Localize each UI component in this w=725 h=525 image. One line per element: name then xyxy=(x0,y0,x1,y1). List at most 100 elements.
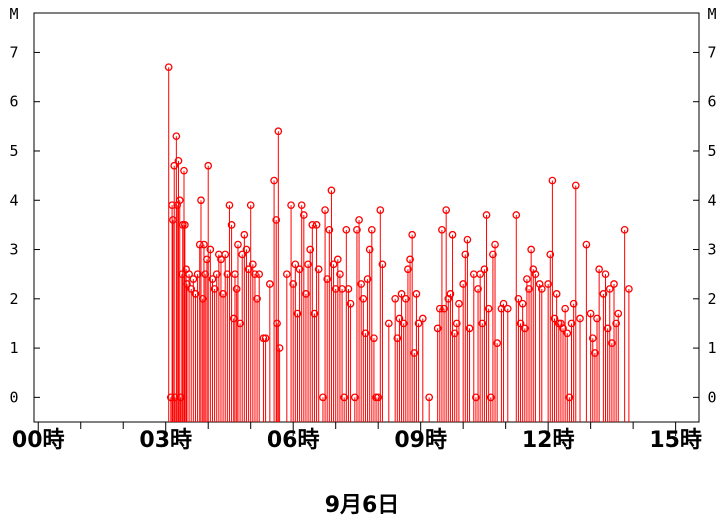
data-point xyxy=(603,324,612,333)
data-point xyxy=(164,63,173,72)
y-tick-label-right: 5 xyxy=(707,142,716,160)
y-tick-label-left: 7 xyxy=(9,43,18,61)
data-point xyxy=(350,393,359,402)
data-point xyxy=(397,290,406,298)
data-point xyxy=(183,280,191,288)
data-point xyxy=(472,393,480,402)
data-point xyxy=(238,250,247,259)
data-point xyxy=(304,260,312,269)
data-point xyxy=(357,280,366,288)
data-point xyxy=(302,290,310,298)
y-axis: 0 0 1 1 2 2 3 3 4 4 5 5 6 6 7 7 M xyxy=(9,5,716,406)
y-tick-label-left: 6 xyxy=(9,93,18,111)
data-point xyxy=(168,201,176,210)
data-point xyxy=(569,299,578,308)
data-point xyxy=(336,270,344,279)
data-point xyxy=(514,294,523,303)
data-point xyxy=(404,265,412,274)
data-point xyxy=(610,280,618,288)
data-point xyxy=(325,225,334,234)
data-point xyxy=(544,280,553,288)
data-point xyxy=(408,230,417,239)
data-point xyxy=(212,270,221,279)
data-point xyxy=(614,309,623,318)
data-point xyxy=(588,334,597,343)
data-point xyxy=(255,270,264,279)
y-tick-label-left: 4 xyxy=(9,191,18,209)
data-point xyxy=(274,127,283,136)
plot-frame xyxy=(33,12,700,423)
data-point xyxy=(187,285,196,293)
data-point xyxy=(251,270,259,279)
data-point xyxy=(599,290,608,298)
data-point xyxy=(399,319,408,328)
data-point xyxy=(442,206,451,214)
data-point xyxy=(601,270,610,279)
y-tick-label-right: 1 xyxy=(707,339,716,357)
data-point xyxy=(346,299,355,308)
data-point xyxy=(491,240,499,249)
data-point xyxy=(376,206,385,214)
data-point xyxy=(525,285,533,293)
x-tick-label: 00時 xyxy=(12,428,65,453)
data-point xyxy=(474,285,482,293)
data-point xyxy=(180,221,189,229)
y-tick-label-left: 5 xyxy=(9,142,18,160)
x-tick-label: 03時 xyxy=(139,428,192,453)
data-point xyxy=(244,265,253,274)
data-point xyxy=(175,196,184,205)
data-point xyxy=(329,260,338,269)
data-point xyxy=(531,270,540,279)
data-point xyxy=(452,319,461,328)
data-point xyxy=(253,294,261,303)
data-series-stems xyxy=(164,63,633,422)
data-point xyxy=(582,240,591,249)
data-point xyxy=(440,304,448,313)
data-point xyxy=(319,393,327,402)
y-unit-label-left: M xyxy=(9,5,18,23)
y-tick-label-left: 3 xyxy=(9,241,18,259)
x-tick-label: 15時 xyxy=(649,428,702,453)
y-tick-label-right: 6 xyxy=(707,93,716,111)
data-point xyxy=(308,221,317,229)
data-point xyxy=(463,235,472,244)
data-point xyxy=(406,255,414,264)
data-point xyxy=(340,393,349,402)
data-point xyxy=(198,294,207,303)
y-tick-label-left: 2 xyxy=(9,290,18,308)
data-point xyxy=(306,245,315,254)
data-point xyxy=(333,255,342,264)
data-point xyxy=(480,265,489,274)
data-point xyxy=(367,225,376,234)
data-point xyxy=(565,393,574,402)
data-point xyxy=(261,334,270,343)
data-point xyxy=(240,230,249,239)
data-point xyxy=(482,211,491,219)
data-point xyxy=(195,240,204,249)
data-point xyxy=(455,299,463,308)
data-point xyxy=(520,324,529,333)
data-point xyxy=(512,211,521,219)
data-point xyxy=(493,339,502,348)
data-point xyxy=(170,161,179,170)
data-point xyxy=(236,319,244,328)
data-point xyxy=(593,314,601,323)
data-point xyxy=(486,393,495,402)
data-point xyxy=(291,260,300,269)
data-point xyxy=(310,309,319,318)
data-point xyxy=(321,206,329,214)
data-point xyxy=(605,285,614,293)
data-point xyxy=(550,314,559,323)
data-point xyxy=(489,250,497,259)
data-point xyxy=(297,201,306,210)
data-point xyxy=(410,349,419,357)
data-point xyxy=(365,245,374,254)
y-tick-label-right: 3 xyxy=(707,241,716,259)
data-point xyxy=(353,225,361,234)
data-point xyxy=(361,329,370,338)
data-point xyxy=(563,329,572,338)
data-point xyxy=(174,156,183,165)
data-point xyxy=(625,285,633,293)
data-point xyxy=(438,225,446,234)
